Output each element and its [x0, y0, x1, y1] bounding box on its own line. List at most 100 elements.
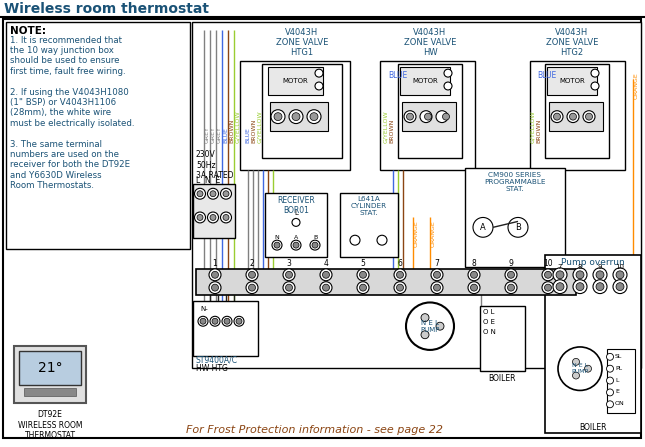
- Circle shape: [246, 282, 258, 294]
- Text: 1. It is recommended that
the 10 way junction box
should be used to ensure
first: 1. It is recommended that the 10 way jun…: [10, 36, 135, 190]
- Circle shape: [573, 358, 579, 365]
- Circle shape: [470, 284, 477, 291]
- Circle shape: [573, 268, 587, 282]
- Text: Pump overrun: Pump overrun: [561, 258, 625, 267]
- Circle shape: [350, 235, 360, 245]
- Circle shape: [221, 212, 232, 223]
- Text: ORANGE: ORANGE: [414, 220, 419, 247]
- Bar: [607, 349, 635, 413]
- Bar: [545, 255, 641, 433]
- Circle shape: [286, 271, 292, 278]
- Circle shape: [359, 271, 366, 278]
- Bar: [400, 67, 450, 95]
- Circle shape: [567, 111, 579, 122]
- Text: G/YELLOW: G/YELLOW: [257, 111, 262, 143]
- Text: BROWN: BROWN: [536, 119, 541, 143]
- Bar: [398, 64, 462, 158]
- Bar: [547, 67, 597, 95]
- Text: ST9400A/C: ST9400A/C: [196, 356, 238, 365]
- Circle shape: [357, 269, 369, 281]
- Circle shape: [315, 82, 323, 90]
- Circle shape: [272, 240, 282, 250]
- Circle shape: [248, 284, 255, 291]
- Circle shape: [508, 217, 528, 237]
- Text: 7: 7: [435, 259, 439, 268]
- Circle shape: [542, 282, 554, 294]
- Circle shape: [322, 271, 330, 278]
- Text: SL: SL: [615, 354, 622, 359]
- Circle shape: [583, 111, 595, 122]
- Text: E: E: [615, 389, 619, 394]
- Circle shape: [223, 215, 229, 220]
- Text: BROWN: BROWN: [229, 119, 234, 143]
- Circle shape: [558, 347, 602, 390]
- Circle shape: [576, 283, 584, 291]
- Circle shape: [310, 240, 320, 250]
- Circle shape: [406, 303, 454, 350]
- Bar: [530, 61, 625, 170]
- Circle shape: [505, 269, 517, 281]
- Text: V4043H
ZONE VALVE
HTG2: V4043H ZONE VALVE HTG2: [546, 28, 598, 58]
- Text: MOTOR: MOTOR: [282, 78, 308, 84]
- Bar: [193, 301, 258, 356]
- Text: 4: 4: [324, 259, 328, 268]
- Text: 9: 9: [598, 264, 602, 270]
- Bar: [24, 388, 76, 396]
- Circle shape: [208, 212, 219, 223]
- Bar: [196, 269, 576, 295]
- Bar: [192, 22, 641, 368]
- Circle shape: [292, 113, 300, 121]
- Text: 5: 5: [361, 259, 366, 268]
- Circle shape: [209, 269, 221, 281]
- Circle shape: [397, 284, 404, 291]
- Circle shape: [433, 271, 441, 278]
- Text: V4043H
ZONE VALVE
HW: V4043H ZONE VALVE HW: [404, 28, 456, 58]
- Circle shape: [606, 377, 613, 384]
- Text: BLUE: BLUE: [245, 127, 250, 143]
- Circle shape: [424, 113, 432, 120]
- Text: GREY: GREY: [211, 127, 216, 143]
- Circle shape: [421, 331, 429, 339]
- Circle shape: [292, 219, 300, 226]
- Bar: [380, 61, 475, 170]
- Circle shape: [404, 111, 416, 122]
- Circle shape: [606, 389, 613, 396]
- Circle shape: [586, 113, 593, 120]
- Circle shape: [591, 82, 599, 90]
- Text: 2: 2: [250, 259, 254, 268]
- Text: L: L: [615, 378, 619, 383]
- Text: 9: 9: [508, 259, 513, 268]
- Circle shape: [322, 284, 330, 291]
- Circle shape: [436, 111, 448, 122]
- Circle shape: [291, 240, 301, 250]
- Text: 1: 1: [213, 259, 217, 268]
- Circle shape: [394, 282, 406, 294]
- Circle shape: [593, 268, 607, 282]
- Text: BLUE: BLUE: [388, 71, 407, 80]
- Circle shape: [553, 113, 561, 120]
- Text: 7: 7: [558, 264, 562, 270]
- Circle shape: [508, 271, 515, 278]
- Text: 6: 6: [397, 259, 402, 268]
- Text: ORANGE: ORANGE: [431, 220, 436, 247]
- Circle shape: [315, 69, 323, 77]
- Circle shape: [271, 110, 285, 123]
- Circle shape: [210, 316, 220, 326]
- Circle shape: [613, 268, 627, 282]
- Text: HW HTG: HW HTG: [196, 364, 228, 373]
- Bar: [402, 102, 456, 131]
- Text: NOTE:: NOTE:: [10, 25, 46, 36]
- Text: A: A: [480, 223, 486, 232]
- Bar: [268, 67, 323, 95]
- Text: B: B: [313, 235, 317, 240]
- Text: 21°: 21°: [37, 361, 63, 375]
- Text: G/YELLOW: G/YELLOW: [530, 111, 535, 143]
- Text: ON: ON: [615, 401, 625, 406]
- Bar: [14, 346, 86, 403]
- Circle shape: [468, 269, 480, 281]
- Circle shape: [573, 372, 579, 379]
- Circle shape: [312, 242, 318, 248]
- Circle shape: [357, 282, 369, 294]
- Text: A: A: [294, 235, 298, 240]
- Circle shape: [248, 271, 255, 278]
